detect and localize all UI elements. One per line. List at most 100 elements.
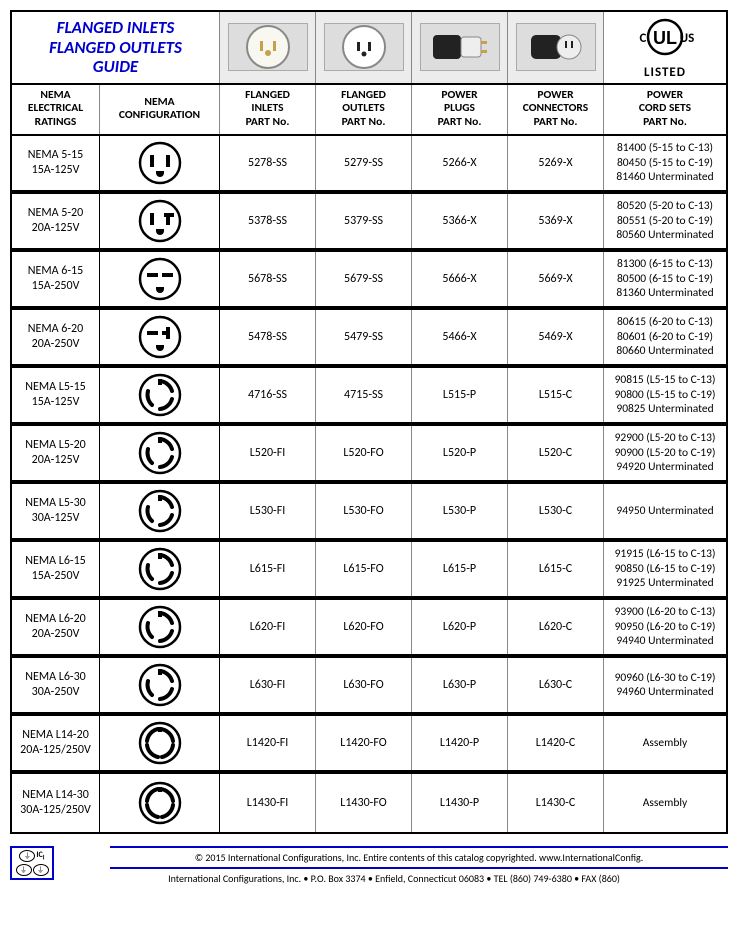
power-connector-image — [507, 12, 603, 83]
cord-part: 93900 (L6-20 to C-13) — [615, 605, 716, 619]
rating-cell: NEMA L6-1515A-250V — [12, 542, 99, 596]
outlet-cell: 4715-SS — [315, 368, 411, 422]
outlet-cell: 5679-SS — [315, 252, 411, 306]
table-row: NEMA 6-2020A-250V5478-SS5479-SS5466-X546… — [12, 310, 726, 368]
outlet-cell: 5279-SS — [315, 136, 411, 190]
rating-cell: NEMA L6-3030A-250V — [12, 658, 99, 712]
outlet-cell: 5379-SS — [315, 194, 411, 248]
connector-cell: L520-C — [507, 426, 603, 480]
cord-part: Assembly — [643, 796, 687, 810]
cord-part: 90800 (L5-15 to C-19) — [615, 388, 716, 402]
table-row: NEMA L14-2020A-125/250VL1420-FIL1420-FOL… — [12, 716, 726, 774]
table-row: NEMA L5-3030A-125V L530-FIL530-FOL530-PL5… — [12, 484, 726, 542]
guide-table: FLANGED INLETS FLANGED OUTLETS GUIDE UL … — [10, 10, 728, 834]
plug-cell: L620-P — [411, 600, 507, 654]
cord-part: 80551 (5-20 to C-19) — [617, 214, 713, 228]
plug-cell: 5266-X — [411, 136, 507, 190]
outlet-cell: L630-FO — [315, 658, 411, 712]
footer-address: International Configurations, Inc. • P.O… — [60, 869, 728, 885]
inlet-cell: L620-FI — [219, 600, 315, 654]
plug-cell: 5466-X — [411, 310, 507, 364]
cord-part: 80660 Unterminated — [616, 344, 713, 358]
table-row: NEMA 6-1515A-250V5678-SS5679-SS5666-X566… — [12, 252, 726, 310]
config-cell — [99, 194, 219, 248]
title-line3: GUIDE — [93, 56, 138, 77]
connector-cell: 5369-X — [507, 194, 603, 248]
cord-part: 80520 (5-20 to C-13) — [617, 199, 713, 213]
rating-cell: NEMA L5-1515A-125V — [12, 368, 99, 422]
inlet-cell: 4716-SS — [219, 368, 315, 422]
connector-cell: L1420-C — [507, 716, 603, 770]
table-row: NEMA L5-1515A-125V4716-SS4715-SSL515-PL5… — [12, 368, 726, 426]
rating-cell: NEMA L5-2020A-125V — [12, 426, 99, 480]
cord-part: 80615 (6-20 to C-13) — [617, 315, 713, 329]
cord-part: 90850 (L6-15 to C-19) — [615, 562, 716, 576]
connector-cell: 5269-X — [507, 136, 603, 190]
plug-cell: L530-P — [411, 484, 507, 538]
cord-part: 94950 Unterminated — [616, 504, 713, 518]
ul-listed-cell: UL C US LISTED — [603, 12, 726, 83]
cord-part: 80560 Unterminated — [616, 228, 713, 242]
cord-part: 80500 (6-15 to C-19) — [617, 272, 713, 286]
cord-part: 81300 (6-15 to C-13) — [617, 257, 713, 271]
rating-cell: NEMA L14-3030A-125/250V — [12, 774, 99, 832]
table-row: NEMA L6-1515A-250VL615-FIL615-FOL615-PL6… — [12, 542, 726, 600]
rating-cell: NEMA L6-2020A-250V — [12, 600, 99, 654]
cord-cell: Assembly — [603, 774, 726, 832]
title-line2: FLANGED OUTLETS — [49, 37, 182, 58]
power-plug-image — [411, 12, 507, 83]
outlet-cell: L620-FO — [315, 600, 411, 654]
cord-cell: 81300 (6-15 to C-13)80500 (6-15 to C-19)… — [603, 252, 726, 306]
cord-part: 94940 Unterminated — [616, 634, 713, 648]
cord-cell: 90960 (L6-30 to C-19)94960 Unterminated — [603, 658, 726, 712]
cord-part: 92900 (L5-20 to C-13) — [615, 431, 716, 445]
config-cell — [99, 658, 219, 712]
cord-part: Assembly — [643, 736, 687, 750]
outlet-cell: L1430-FO — [315, 774, 411, 832]
cord-part: 90900 (L5-20 to C-19) — [615, 446, 716, 460]
plug-cell: 5666-X — [411, 252, 507, 306]
cord-part: 81460 Unterminated — [616, 170, 713, 184]
plug-cell: L515-P — [411, 368, 507, 422]
cord-part: 91915 (L6-15 to C-13) — [615, 547, 716, 561]
connector-cell: L530-C — [507, 484, 603, 538]
rating-cell: NEMA 6-1515A-250V — [12, 252, 99, 306]
config-cell — [99, 542, 219, 596]
cord-part: 94960 Unterminated — [616, 685, 713, 699]
connector-cell: L630-C — [507, 658, 603, 712]
inlet-cell: L530-FI — [219, 484, 315, 538]
cord-part: 81360 Unterminated — [616, 286, 713, 300]
config-cell — [99, 716, 219, 770]
inlet-cell: L615-FI — [219, 542, 315, 596]
rating-cell: NEMA 6-2020A-250V — [12, 310, 99, 364]
table-row: NEMA 5-2020A-125V5378-SS5379-SS5366-X536… — [12, 194, 726, 252]
outlet-cell: L530-FO — [315, 484, 411, 538]
cord-part: 90950 (L6-20 to C-19) — [615, 620, 716, 634]
svg-text:UL: UL — [653, 28, 677, 48]
cord-part: 90815 (L5-15 to C-13) — [615, 373, 716, 387]
connector-cell: L615-C — [507, 542, 603, 596]
inlet-cell: 5278-SS — [219, 136, 315, 190]
cord-cell: 93900 (L6-20 to C-13)90950 (L6-20 to C-1… — [603, 600, 726, 654]
table-row: NEMA L5-2020A-125VL520-FIL520-FOL520-PL5… — [12, 426, 726, 484]
connector-cell: L620-C — [507, 600, 603, 654]
config-cell — [99, 368, 219, 422]
cord-cell: 90815 (L5-15 to C-13)90800 (L5-15 to C-1… — [603, 368, 726, 422]
flanged-outlet-image — [315, 12, 411, 83]
plug-cell: L1420-P — [411, 716, 507, 770]
config-cell — [99, 600, 219, 654]
cord-part: 80601 (6-20 to C-19) — [617, 330, 713, 344]
cord-cell: 92900 (L5-20 to C-13)90900 (L5-20 to C-1… — [603, 426, 726, 480]
rating-cell: NEMA L5-3030A-125V — [12, 484, 99, 538]
plug-cell: L615-P — [411, 542, 507, 596]
cord-part: 80450 (5-15 to C-19) — [617, 156, 713, 170]
inlet-cell: 5678-SS — [219, 252, 315, 306]
connector-cell: L1430-C — [507, 774, 603, 832]
title-cell: FLANGED INLETS FLANGED OUTLETS GUIDE — [12, 12, 219, 83]
rating-cell: NEMA 5-1515A-125V — [12, 136, 99, 190]
config-cell — [99, 252, 219, 306]
cord-part: 90960 (L6-30 to C-19) — [615, 671, 716, 685]
ul-listed-text: LISTED — [644, 65, 686, 80]
column-headers: NEMAELECTRICALRATINGS NEMACONFIGURATION … — [12, 85, 726, 136]
cord-cell: 80520 (5-20 to C-13)80551 (5-20 to C-19)… — [603, 194, 726, 248]
